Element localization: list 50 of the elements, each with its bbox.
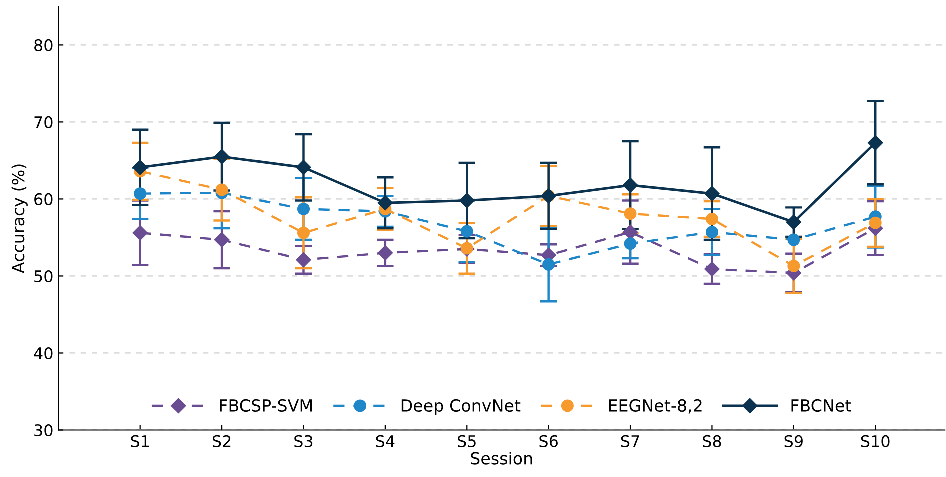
x-tick-label: S6 xyxy=(540,435,558,448)
point xyxy=(297,226,310,240)
point xyxy=(296,160,312,176)
point xyxy=(132,226,148,241)
x-tick-label: S10 xyxy=(861,435,890,448)
point xyxy=(624,238,637,250)
point xyxy=(704,186,720,202)
point xyxy=(622,224,638,240)
y-tick-label: 30 xyxy=(34,424,53,437)
x-tick-label: S7 xyxy=(621,435,640,448)
point xyxy=(296,252,312,268)
point xyxy=(542,258,556,271)
point xyxy=(460,225,474,238)
x-tick-label: S2 xyxy=(212,435,231,448)
x-tick-label: S3 xyxy=(294,435,313,448)
point xyxy=(788,234,800,246)
legend-label: Deep ConvNet xyxy=(402,399,521,416)
point xyxy=(214,149,230,164)
point xyxy=(786,214,802,230)
point xyxy=(706,226,718,239)
x-tick-label: S1 xyxy=(131,435,150,448)
y-tick-label: 50 xyxy=(34,270,53,283)
x-tick-label: S5 xyxy=(458,435,476,448)
point xyxy=(788,260,800,272)
point xyxy=(622,178,638,193)
point xyxy=(378,246,394,261)
point xyxy=(134,188,147,200)
point xyxy=(704,262,720,277)
x-tick-label: S8 xyxy=(703,435,722,448)
legend-label: EEGNet-8,2 xyxy=(609,399,702,414)
point xyxy=(297,202,310,216)
y-tick-label: 70 xyxy=(34,116,53,128)
y-tick-label: 40 xyxy=(34,347,53,360)
legend-label: FBCSP-SVM xyxy=(220,399,312,412)
point xyxy=(869,216,882,230)
point xyxy=(624,208,637,220)
y-axis-title: Accuracy (%) xyxy=(12,164,28,274)
point xyxy=(460,193,475,208)
point xyxy=(378,195,394,211)
point xyxy=(868,135,884,151)
legend-label: FBCNet xyxy=(792,399,852,412)
point xyxy=(132,160,148,176)
y-tick-label: 60 xyxy=(34,193,53,206)
point xyxy=(214,232,230,248)
point xyxy=(706,212,718,226)
point xyxy=(216,184,228,196)
y-tick-label: 80 xyxy=(34,39,53,52)
x-tick-label: S4 xyxy=(376,435,395,448)
x-tick-label: S9 xyxy=(784,435,803,448)
x-axis-title: Session xyxy=(471,452,532,465)
